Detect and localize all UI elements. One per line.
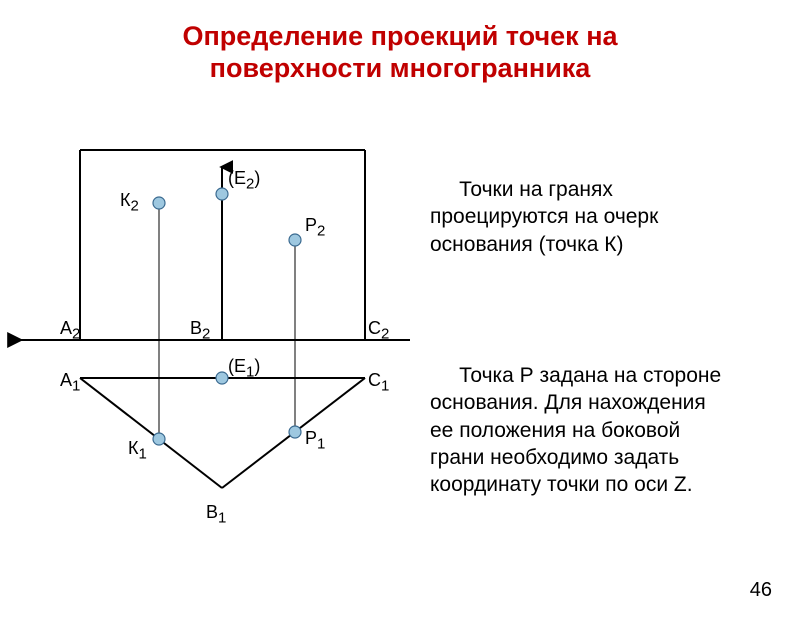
label-E1: (Е1) [228, 356, 260, 381]
label-A1: А1 [60, 370, 80, 395]
label-K2: К2 [120, 190, 139, 215]
label-E2: (Е2) [228, 168, 260, 193]
page-number: 46 [750, 579, 772, 602]
label-B2: В2 [190, 318, 210, 343]
projection-diagram [0, 20, 800, 620]
label-C2: С2 [368, 318, 389, 343]
label-P1: Р1 [305, 428, 325, 453]
label-K1: К1 [128, 438, 147, 463]
label-A2: А2 [60, 318, 80, 343]
label-C1: С1 [368, 370, 389, 395]
label-P2: Р2 [305, 215, 325, 240]
label-B1: В1 [206, 502, 226, 527]
